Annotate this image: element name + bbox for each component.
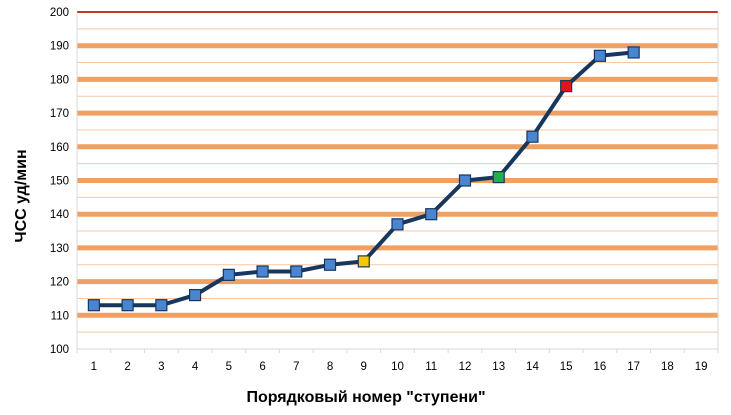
y-tick-label: 180 — [50, 74, 69, 86]
data-point — [627, 46, 640, 59]
x-tick-label: 16 — [594, 361, 607, 373]
data-point — [188, 288, 202, 302]
data-point — [391, 218, 404, 231]
data-point — [222, 268, 235, 281]
x-axis-title: Порядковый номер "ступени" — [246, 389, 485, 406]
x-tick-label: 11 — [425, 361, 437, 373]
data-point — [121, 299, 134, 312]
x-tick-label: 15 — [560, 361, 573, 373]
highlighted-data-point — [357, 255, 370, 268]
data-point — [323, 258, 337, 271]
data-point — [425, 208, 438, 221]
y-tick-label: 170 — [50, 108, 69, 120]
y-axis-ticks: 100 110 120 130 140 150 160 170 180 190 200 — [50, 7, 69, 356]
x-tick-label: 2 — [124, 361, 130, 373]
data-point — [87, 299, 100, 312]
x-tick-label: 3 — [158, 361, 164, 373]
x-tick-label: 1 — [91, 361, 97, 373]
y-tick-label: 160 — [50, 142, 69, 154]
y-tick-label: 130 — [50, 243, 69, 255]
y-tick-label: 110 — [51, 310, 69, 322]
x-tick-label: 5 — [226, 361, 232, 373]
y-tick-label: 100 — [50, 344, 69, 356]
grid-lines — [77, 28, 718, 333]
x-tick-label: 8 — [327, 361, 333, 373]
x-tick-label: 13 — [492, 361, 505, 373]
data-point — [458, 174, 472, 187]
x-tick-label: 17 — [627, 361, 640, 373]
y-tick-label: 190 — [50, 41, 69, 53]
x-tick-label: 10 — [391, 361, 404, 373]
y-tick-label: 120 — [50, 277, 69, 289]
data-point — [593, 49, 607, 62]
x-tick-label: 4 — [192, 361, 199, 373]
x-tick-label: 6 — [259, 361, 265, 373]
highlighted-data-point — [492, 171, 505, 184]
y-tick-label: 140 — [50, 209, 69, 221]
x-tick-label: 9 — [361, 361, 367, 373]
data-point — [155, 299, 168, 312]
highlighted-data-point — [560, 80, 573, 93]
y-tick-label: 150 — [50, 176, 69, 188]
x-axis-ticks: 1 2 3 4 5 6 7 8 9 10 11 12 13 14 15 16 17 18 19 — [76, 349, 719, 373]
x-tick-label: 12 — [459, 361, 472, 373]
x-tick-label: 19 — [695, 361, 708, 373]
x-tick-label: 18 — [661, 361, 674, 373]
data-point — [290, 265, 303, 278]
y-axis-title: ЧСС уд/мин — [13, 149, 30, 242]
plot-frame — [76, 11, 719, 350]
series-group — [87, 46, 640, 312]
x-tick-label: 14 — [526, 361, 539, 373]
data-point — [526, 130, 539, 143]
data-point — [256, 265, 269, 278]
y-tick-label: 200 — [50, 7, 69, 19]
x-tick-label: 7 — [293, 361, 299, 373]
